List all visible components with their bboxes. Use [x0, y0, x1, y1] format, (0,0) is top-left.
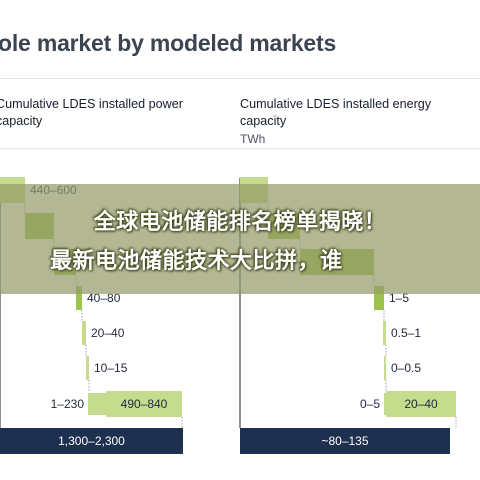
- bar-value-label: 10–15: [94, 361, 128, 375]
- total-bar: [240, 428, 450, 454]
- panel-2-title: Cumulative LDES installed energy capacit…: [240, 97, 432, 128]
- bar-value-label: 20–40: [91, 326, 125, 340]
- bar-prefix-label: 0–5: [360, 397, 380, 411]
- bar: [82, 321, 86, 345]
- bar: [106, 391, 182, 417]
- bar-value-label: ~80–135: [321, 434, 368, 448]
- total-bar: [0, 428, 183, 454]
- bar-prefix-segment: [384, 393, 386, 415]
- promo-banner-line-1: 全球电池储能排名榜单揭晓！: [93, 210, 387, 235]
- bar-value-label: 1,300–2,300: [58, 434, 125, 448]
- title-divider: [0, 78, 480, 79]
- panel-2-unit: TWh: [240, 132, 266, 146]
- promo-overlay: [0, 184, 480, 294]
- page-title: ole market by modeled markets: [0, 30, 337, 56]
- bar: [86, 356, 89, 380]
- promo-banner-line-2: 最新电池储能技术大比拼，谁: [50, 249, 343, 274]
- panel-divider: [0, 148, 480, 149]
- bar: [76, 286, 82, 310]
- bar-value-label: 0–0.5: [391, 361, 421, 375]
- panel-1-title: Cumulative LDES installed power capacity: [0, 97, 183, 128]
- bar-value-label: 20–40: [404, 397, 438, 411]
- bar-value-label: 490–840: [121, 397, 168, 411]
- bar-value-label: 40–80: [87, 291, 121, 305]
- bar: [386, 391, 456, 417]
- bar: [384, 356, 386, 380]
- bar-prefix-segment: [88, 393, 106, 415]
- bar-prefix-label: 1–230: [51, 397, 85, 411]
- bar: [374, 286, 384, 310]
- bar: [383, 321, 386, 345]
- bar-value-label: 1–5: [389, 291, 409, 305]
- bar-value-label: 0.5–1: [391, 326, 421, 340]
